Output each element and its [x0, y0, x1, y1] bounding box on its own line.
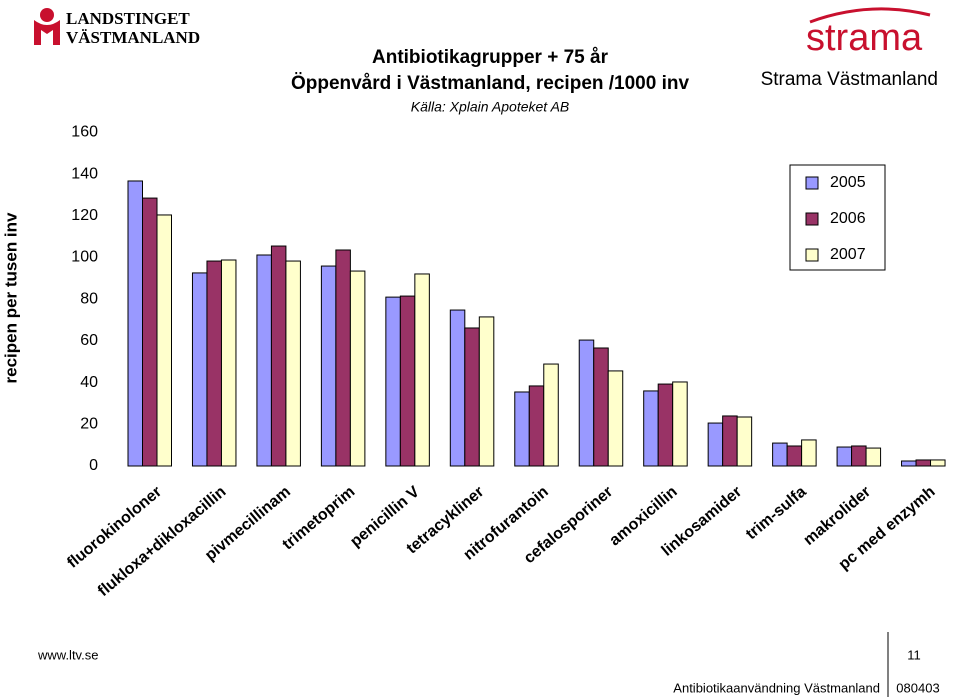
bar — [736, 416, 753, 467]
bar — [672, 381, 688, 467]
y-tick-label: 160 — [71, 124, 98, 141]
bar — [156, 214, 172, 467]
x-tick-label: flukloxa+dikloxacillin — [95, 483, 230, 600]
bar — [772, 442, 788, 467]
bar — [320, 265, 337, 467]
bar — [142, 197, 158, 467]
landstinget-logo: LANDSTINGET VÄSTMANLAND — [34, 8, 200, 47]
chart-title: Antibiotikagrupper + 75 år — [372, 47, 609, 68]
brand-sub: Strama Västmanland — [761, 69, 938, 90]
bar — [256, 254, 272, 467]
legend-label: 2005 — [830, 174, 866, 191]
bar — [722, 415, 738, 467]
footer-date: 080403 — [896, 680, 939, 695]
bar — [915, 459, 932, 467]
chart-source: Källa: Xplain Apoteket AB — [411, 99, 570, 115]
bar — [191, 272, 208, 467]
bar — [657, 383, 674, 467]
bar — [464, 327, 480, 467]
bar — [399, 295, 416, 467]
legend-swatch — [805, 212, 819, 226]
bar — [593, 347, 609, 467]
bar — [607, 370, 624, 467]
legend-label: 2006 — [830, 210, 866, 227]
y-tick-label: 100 — [71, 249, 98, 266]
bar — [836, 446, 853, 467]
bar — [930, 459, 946, 467]
y-tick-label: 80 — [80, 290, 98, 307]
bar — [285, 260, 301, 467]
brand-swoosh — [809, 7, 931, 24]
legend-swatch — [805, 248, 819, 262]
bar — [865, 447, 882, 467]
bar — [206, 260, 222, 467]
bar — [478, 316, 495, 467]
bar — [270, 245, 287, 467]
bar — [349, 270, 366, 467]
bar — [220, 259, 237, 467]
bar — [449, 309, 466, 467]
y-tick-label: 20 — [80, 416, 98, 433]
footer-page: 11 — [907, 647, 921, 662]
footer-topic: Antibiotikaanvändning Västmanland — [673, 680, 880, 695]
y-tick-label: 120 — [71, 207, 98, 224]
bar — [786, 445, 803, 467]
legend-swatch — [805, 176, 819, 190]
y-tick-label: 40 — [80, 374, 98, 391]
bar — [414, 273, 430, 467]
bar — [801, 439, 817, 467]
brand: strama — [806, 17, 923, 59]
bar — [385, 296, 401, 467]
bar — [127, 180, 143, 467]
y-tick-label: 140 — [71, 165, 98, 182]
y-axis-label: recipen per tusen inv — [1, 212, 20, 384]
bar — [528, 385, 545, 467]
bar — [851, 445, 867, 467]
chart-subtitle: Öppenvård i Västmanland, recipen /1000 i… — [291, 73, 690, 94]
bar — [643, 390, 659, 467]
logo-line1: LANDSTINGET — [66, 9, 190, 28]
footer-url: www.ltv.se — [37, 647, 98, 662]
bar — [335, 249, 351, 467]
bar — [578, 339, 595, 467]
y-tick-label: 60 — [80, 332, 98, 349]
bar — [543, 363, 559, 467]
bar — [514, 391, 530, 467]
x-tick-label: trim-sulfa — [743, 483, 810, 543]
bar — [707, 422, 724, 467]
legend-label: 2007 — [830, 246, 866, 263]
logo-line2: VÄSTMANLAND — [66, 28, 200, 47]
bar — [901, 460, 917, 467]
y-tick-label: 0 — [89, 457, 98, 474]
